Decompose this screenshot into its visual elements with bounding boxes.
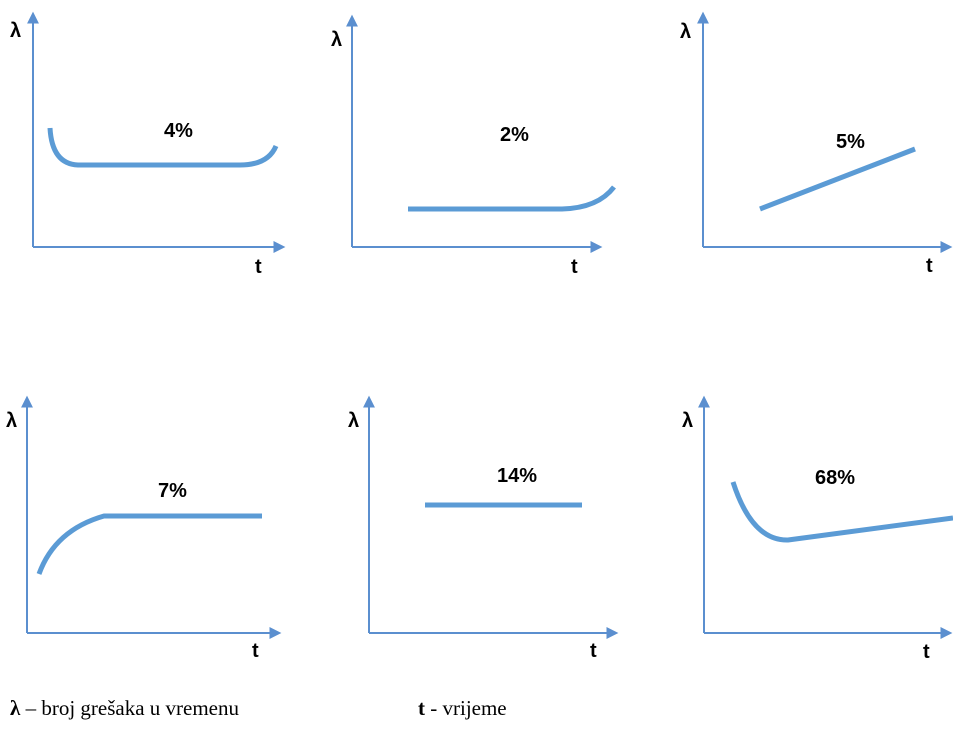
chart-1-y-label: λ <box>10 20 21 42</box>
chart-3-y-label: λ <box>680 21 691 43</box>
chart-3-percent-label: 5% <box>836 131 865 153</box>
chart-3: λ t 5% <box>680 11 953 277</box>
legend-lambda-entry: λ – broj grešaka u vremenu <box>10 696 239 721</box>
legend-t-entry: t - vrijeme <box>418 696 507 721</box>
chart-5-x-label: t <box>590 640 597 662</box>
chart-3-curve <box>759 146 916 212</box>
chart-4-y-label: λ <box>6 410 17 432</box>
chart-6-curve <box>730 481 953 543</box>
legend-lambda-symbol: λ <box>10 696 21 720</box>
chart-1-x-label: t <box>255 256 262 278</box>
chart-5-y-label: λ <box>348 410 359 432</box>
legend-t-symbol: t <box>418 696 425 720</box>
chart-6-y-label: λ <box>682 410 693 432</box>
chart-3-x-label: t <box>926 255 933 277</box>
chart-1: λ t 4% <box>10 11 286 278</box>
chart-6-percent-label: 68% <box>815 467 855 489</box>
chart-2-percent-label: 2% <box>500 124 529 146</box>
chart-1-curve <box>47 127 279 168</box>
chart-1-percent-label: 4% <box>164 120 193 142</box>
chart-4-x-label: t <box>252 640 259 662</box>
legend: λ – broj grešaka u vremenu t - vrijeme <box>10 696 950 728</box>
chart-5: λ t 14% <box>348 395 619 662</box>
legend-lambda-text: – broj grešaka u vremenu <box>20 696 240 720</box>
chart-2-x-label: t <box>571 256 578 278</box>
chart-4: λ t 7% <box>6 395 282 662</box>
chart-4-curve <box>36 513 262 575</box>
chart-2-curve <box>408 185 616 212</box>
chart-2: λ t 2% <box>331 14 616 278</box>
chart-2-y-label: λ <box>331 29 342 51</box>
chart-4-percent-label: 7% <box>158 480 187 502</box>
legend-t-text: - vrijeme <box>425 696 507 720</box>
chart-6: λ t 68% <box>682 395 953 663</box>
chart-6-x-label: t <box>923 641 930 663</box>
chart-5-percent-label: 14% <box>497 465 537 487</box>
